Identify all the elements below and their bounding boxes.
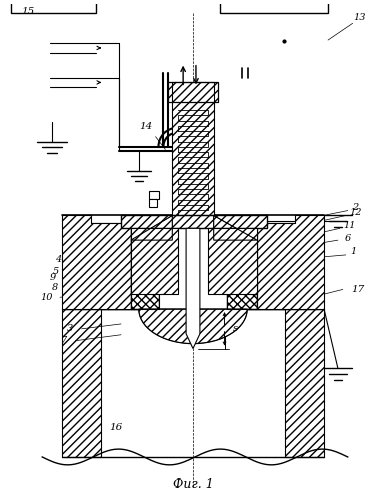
- Polygon shape: [208, 229, 257, 294]
- Polygon shape: [257, 216, 324, 309]
- Polygon shape: [139, 309, 247, 344]
- Polygon shape: [172, 82, 214, 216]
- Text: 9: 9: [50, 273, 56, 282]
- Polygon shape: [131, 224, 159, 309]
- Polygon shape: [131, 216, 172, 240]
- Text: s: s: [232, 324, 237, 333]
- Text: 10: 10: [40, 293, 52, 302]
- Text: 1: 1: [350, 248, 357, 256]
- Polygon shape: [186, 229, 200, 349]
- Polygon shape: [214, 216, 257, 240]
- Text: 2: 2: [352, 203, 359, 212]
- Polygon shape: [121, 216, 267, 229]
- Bar: [220, 0, 328, 13]
- Polygon shape: [62, 309, 102, 457]
- Text: 7: 7: [61, 336, 67, 345]
- Polygon shape: [168, 82, 218, 102]
- Text: 17: 17: [351, 285, 364, 294]
- Text: Фиг. 1: Фиг. 1: [173, 478, 213, 491]
- Polygon shape: [284, 309, 324, 457]
- Text: 14: 14: [139, 122, 152, 131]
- Polygon shape: [227, 224, 257, 309]
- Polygon shape: [62, 216, 131, 309]
- Text: 8: 8: [52, 283, 58, 292]
- Text: 13: 13: [353, 13, 366, 22]
- Text: 3: 3: [67, 324, 73, 333]
- Bar: [149, 191, 159, 199]
- Polygon shape: [131, 229, 178, 294]
- Bar: [11, 0, 96, 13]
- Text: 11: 11: [344, 221, 356, 230]
- Text: 5: 5: [53, 267, 59, 276]
- Text: 16: 16: [110, 423, 123, 432]
- Text: 4: 4: [55, 255, 61, 264]
- Text: 15: 15: [21, 7, 34, 16]
- Text: 6: 6: [345, 234, 351, 243]
- Bar: [149, 199, 157, 207]
- Text: 12: 12: [349, 208, 362, 217]
